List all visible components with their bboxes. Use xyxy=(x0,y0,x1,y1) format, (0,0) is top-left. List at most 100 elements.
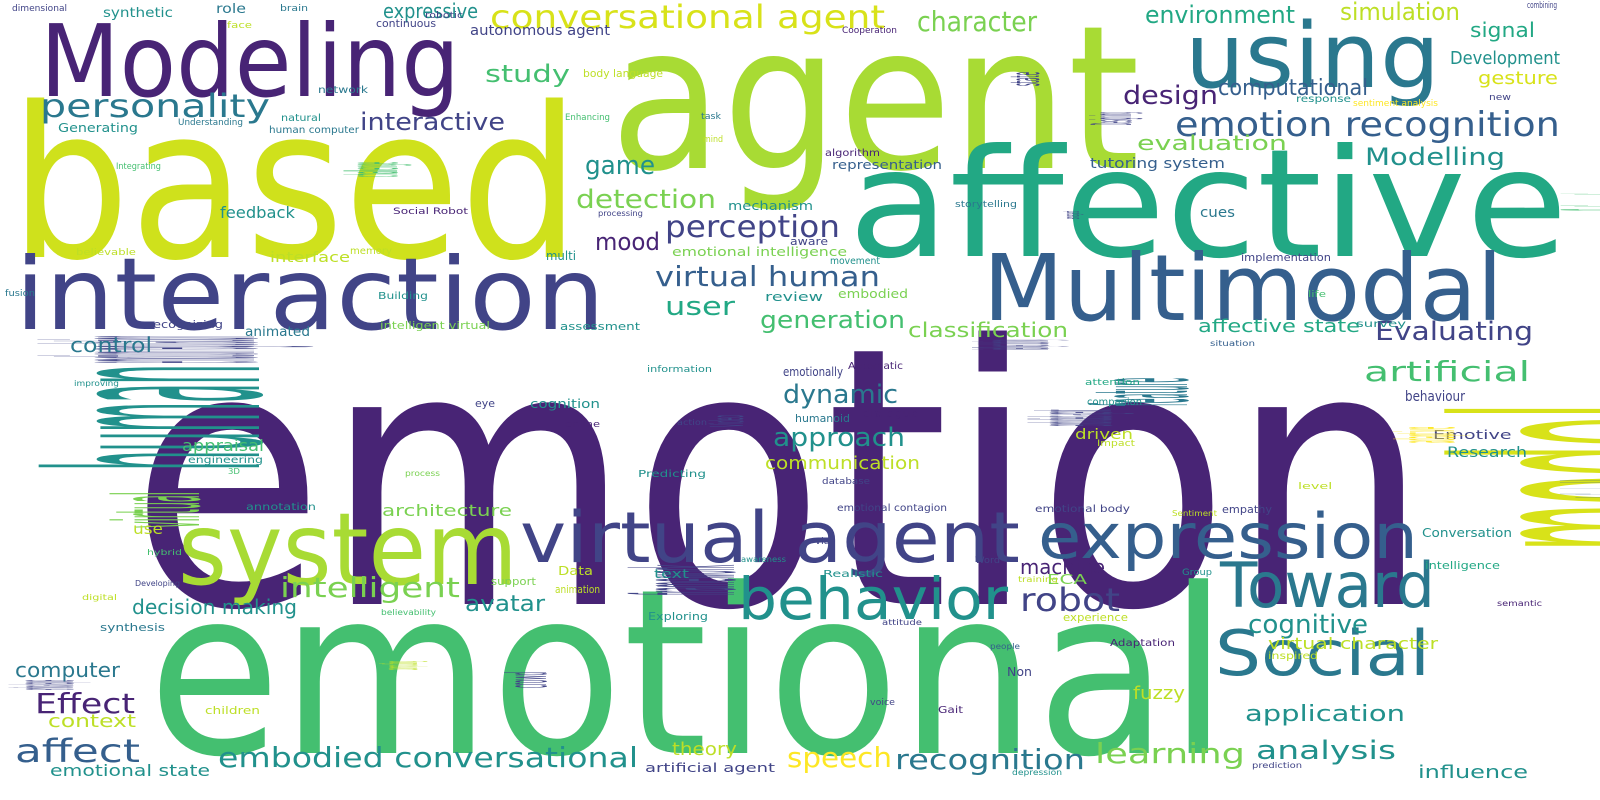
word-embodied: embodied xyxy=(838,287,909,301)
word-humanoid: humanoid xyxy=(795,412,850,425)
word-tutoring-system: tutoring system xyxy=(1090,156,1225,172)
word-intelligent-virtual: intelligent virtual xyxy=(380,319,490,332)
word-embodied-agent: embodied agent xyxy=(1009,409,1137,426)
word-storytelling: storytelling xyxy=(955,200,1018,210)
word-building: Building xyxy=(378,291,428,302)
word-intelligence: intelligence xyxy=(1425,559,1500,572)
word-virtual-agent: virtual agent xyxy=(520,497,1020,579)
word-evaluating: Evaluating xyxy=(1375,317,1534,347)
word-affective-computing: affective computing xyxy=(1520,190,1600,212)
word-emotive: Emotive xyxy=(1433,428,1512,442)
word-personality: personality xyxy=(40,87,270,125)
word-gait: Gait xyxy=(938,705,964,716)
word-computational-model: computational model xyxy=(1514,480,1600,506)
word-dynamic: dynamic xyxy=(783,380,899,410)
word-cooperation: Cooperation xyxy=(842,26,898,36)
word-eye: eye xyxy=(475,397,496,410)
word-system: system xyxy=(178,491,518,608)
word-people: people xyxy=(990,642,1021,651)
word-mood: mood xyxy=(595,228,660,256)
word-evaluation: evaluation xyxy=(1137,131,1288,155)
word-developing: Developing xyxy=(135,579,180,588)
word-level: level xyxy=(1298,482,1333,492)
word-brain: brain xyxy=(280,4,309,14)
word-attitude: attitude xyxy=(882,618,922,627)
word-character: character xyxy=(917,5,1038,38)
word-multi: multi xyxy=(546,249,576,263)
word-3d: 3D xyxy=(228,467,241,476)
word-expressive: expressive xyxy=(383,0,479,23)
word-voice: voice xyxy=(870,698,895,708)
word-attention: attention xyxy=(1085,378,1140,388)
word-dialogue: dialogue xyxy=(862,407,919,420)
word-learning: learning xyxy=(1095,737,1245,770)
word-decision-making: decision making xyxy=(132,595,298,619)
word-depression: depression xyxy=(1012,768,1063,777)
word-adaptive: adaptive xyxy=(1380,426,1473,443)
word-design: design xyxy=(1123,81,1218,111)
word-speech: speech xyxy=(787,741,892,774)
word-study: study xyxy=(485,60,571,88)
word-human-computer: human computer xyxy=(269,125,360,136)
word-modeling: Modeling xyxy=(40,3,460,120)
word-predicting: Predicting xyxy=(638,469,706,480)
word-gesture: gesture xyxy=(1478,68,1559,89)
word-fusion: fusion xyxy=(5,289,36,299)
word-environment: environment xyxy=(1145,1,1295,29)
word-application: application xyxy=(1245,702,1405,727)
word-processing: processing xyxy=(598,209,643,218)
word-word: Word xyxy=(975,556,1000,566)
word-affective: affective xyxy=(848,118,1568,292)
word-animation: animation xyxy=(555,583,601,596)
word-computational: computational xyxy=(1218,76,1369,101)
word-automatic: Automatic xyxy=(848,361,903,372)
word-experience: experience xyxy=(1063,611,1128,624)
word-driven: driven xyxy=(1075,427,1134,443)
word-behaviour: behaviour xyxy=(1405,389,1465,405)
word-adaptation: Adaptation xyxy=(1110,638,1175,649)
word-digital: digital xyxy=(82,593,117,602)
word-fuzzy: fuzzy xyxy=(1133,683,1185,704)
word-children: children xyxy=(205,704,260,717)
word-emergent: emergent xyxy=(1060,210,1085,219)
word-database: database xyxy=(822,477,870,487)
word-crowd: crowd xyxy=(495,671,559,688)
word-perception: perception xyxy=(665,210,840,245)
word-representation: representation xyxy=(832,158,943,172)
word-training: training xyxy=(1018,575,1058,584)
word-combining: combining xyxy=(1527,1,1557,11)
word-conversation: Conversation xyxy=(1422,526,1512,540)
word-impact: Impact xyxy=(1097,439,1135,449)
word-cognitive: cognitive xyxy=(1248,610,1369,640)
word-implementation: implementation xyxy=(1241,251,1331,264)
word-face: face xyxy=(227,21,253,31)
word-eca: ECA xyxy=(1047,573,1087,588)
word-social: Social xyxy=(1215,617,1431,690)
word-research: Research xyxy=(1447,445,1528,461)
word-emotional-contagion: emotional contagion xyxy=(837,503,948,514)
word-mind: mind xyxy=(703,135,724,145)
word-analysis: analysis xyxy=(1256,736,1397,766)
word-sentiment-analysis: sentiment analysis xyxy=(1353,99,1438,109)
word-process: process xyxy=(405,469,440,478)
word-autonomous-agent: autonomous agent xyxy=(470,23,611,39)
word-mechanism: mechanism xyxy=(728,199,814,213)
word-avatar: avatar xyxy=(465,592,546,617)
word-generation: generation xyxy=(760,306,906,334)
word-recognizing: recognizing xyxy=(148,318,224,331)
word-interactive: interactive xyxy=(360,108,505,136)
word-machine: machine xyxy=(1020,555,1106,579)
word-state: state xyxy=(1003,72,1049,86)
word-generating: Generating xyxy=(58,121,138,135)
word-using: using xyxy=(1185,4,1441,109)
word-continuous: continuous xyxy=(376,17,437,30)
word-emotionally: emotionally xyxy=(783,365,844,379)
word-computing: computing xyxy=(371,660,429,670)
word-annotation: annotation xyxy=(246,502,317,513)
word-synthetic: synthetic xyxy=(103,6,173,21)
word-affect: affect xyxy=(15,732,140,770)
word-based: based xyxy=(10,62,580,307)
word-classification: classification xyxy=(908,318,1069,342)
word-emotional-state: emotional state xyxy=(50,761,211,780)
word-toward: Toward xyxy=(1220,549,1435,622)
